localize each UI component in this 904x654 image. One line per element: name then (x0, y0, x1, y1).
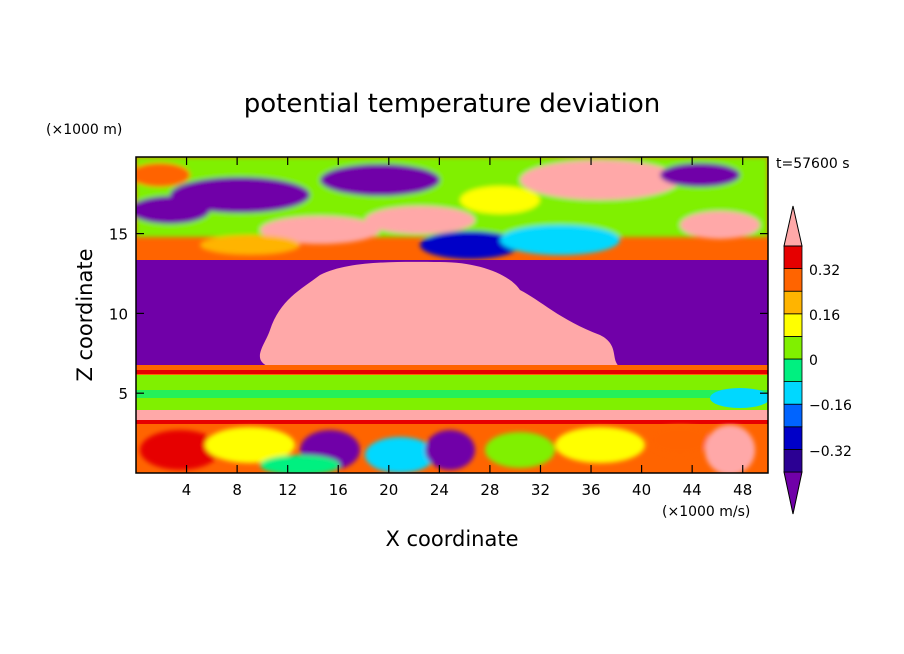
y-tick-label: 15 (109, 226, 128, 244)
colorbar-tick-label: 0.32 (809, 263, 840, 279)
x-unit-label: (×1000 m/s) (662, 504, 750, 520)
time-label: t=57600 s (776, 156, 850, 172)
y-unit-label: (×1000 m) (46, 122, 122, 138)
chart-title: potential temperature deviation (244, 89, 660, 119)
colorbar-segment (783, 403, 803, 428)
x-tick-label: 24 (430, 481, 449, 499)
colorbar-segment (783, 313, 803, 337)
y-tick-label: 5 (118, 385, 128, 403)
colorbar-tick-label: −0.16 (809, 398, 852, 414)
x-tick-label: 12 (278, 481, 297, 499)
colorbar-segment (783, 268, 803, 292)
colorbar-segment (783, 245, 803, 270)
colorbar-upper-triangle (783, 205, 803, 247)
x-tick-label: 28 (480, 481, 499, 499)
colorbar-segment (783, 426, 803, 450)
x-tick-label: 4 (182, 481, 192, 499)
x-tick-label: 40 (632, 481, 651, 499)
x-tick-label: 36 (581, 481, 600, 499)
x-tick-label: 44 (683, 481, 702, 499)
colorbar-tick-label: 0 (809, 353, 818, 369)
y-tick-label: 10 (109, 305, 128, 323)
colorbar-lower-triangle (783, 471, 803, 515)
x-tick-label: 32 (531, 481, 550, 499)
colorbar-segment (783, 448, 803, 473)
x-tick-label: 20 (379, 481, 398, 499)
colorbar: 0.32 0.16 0 −0.16 −0.32 (783, 205, 852, 515)
colorbar-tick-label: 0.16 (809, 308, 840, 324)
x-axis-label: X coordinate (385, 527, 518, 551)
x-axis: 4 8 12 16 20 24 28 32 36 40 44 48 (182, 157, 752, 499)
plot-frame (135, 156, 769, 474)
x-tick-label: 8 (232, 481, 242, 499)
x-tick-label: 48 (733, 481, 752, 499)
colorbar-segment (783, 335, 803, 360)
y-axis: 5 10 15 (109, 226, 768, 403)
contour-field (136, 157, 768, 473)
colorbar-tick-label: −0.32 (809, 444, 852, 460)
x-tick-label: 16 (329, 481, 348, 499)
colorbar-segment (783, 290, 803, 315)
colorbar-segment (783, 358, 803, 383)
y-axis-label: Z coordinate (73, 248, 97, 381)
colorbar-segment (783, 381, 803, 405)
